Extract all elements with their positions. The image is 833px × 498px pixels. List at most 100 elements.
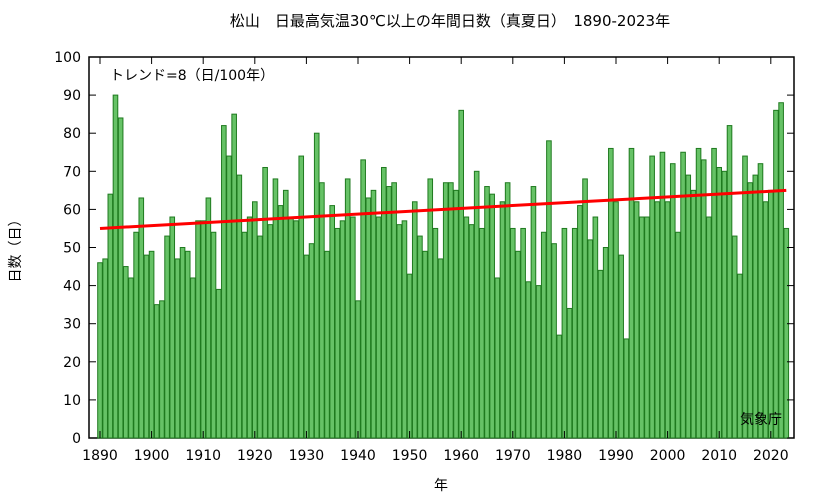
- bar-1961: [463, 216, 470, 439]
- bar-1976: [540, 231, 547, 439]
- bar-1990: [613, 201, 619, 439]
- bar-2019: [762, 201, 769, 439]
- bar-1951: [411, 201, 418, 439]
- bar-2011: [721, 170, 728, 439]
- bar-1920: [252, 201, 258, 439]
- bar-1913: [215, 288, 222, 439]
- bar-1925: [277, 205, 284, 439]
- x-tick-label: 1950: [392, 448, 428, 464]
- bar-1973: [525, 281, 532, 439]
- bar-1945: [381, 166, 387, 439]
- bar-1947: [391, 182, 397, 439]
- x-tick-label: 1930: [289, 448, 325, 464]
- bar-2008: [706, 216, 712, 439]
- bar-2003: [680, 151, 686, 439]
- bar-1895: [123, 266, 129, 439]
- bar-1928: [293, 220, 299, 439]
- bar-1901: [153, 304, 160, 439]
- y-tick-label: 60: [63, 202, 81, 218]
- bar-1993: [628, 147, 635, 439]
- bar-1907: [184, 250, 191, 439]
- bar-1997: [649, 155, 655, 439]
- x-tick-label: 1960: [443, 448, 479, 464]
- bar-2017: [752, 174, 759, 439]
- bar-1980: [561, 227, 568, 439]
- bar-2015: [742, 155, 748, 439]
- bar-1906: [179, 247, 186, 439]
- bar-1896: [128, 277, 134, 439]
- bar-1900: [148, 250, 155, 439]
- bar-1959: [453, 189, 459, 439]
- bar-1988: [602, 247, 609, 439]
- bar-1917: [236, 174, 243, 439]
- bar-1921: [257, 235, 263, 439]
- bar-1970: [510, 227, 516, 439]
- bar-2022: [778, 102, 784, 439]
- bar-1923: [267, 224, 274, 439]
- bar-1968: [499, 201, 506, 439]
- bar-2020: [768, 189, 774, 439]
- bar-1991: [618, 254, 624, 439]
- bar-1940: [355, 300, 361, 439]
- bar-1994: [633, 201, 640, 439]
- bar-1986: [592, 216, 599, 439]
- y-tick-label: 100: [54, 50, 81, 66]
- bar-2007: [700, 159, 707, 439]
- bar-1941: [360, 159, 366, 439]
- x-axis-title: 年: [434, 478, 448, 494]
- bar-2023: [783, 227, 790, 439]
- y-tick-label: 50: [63, 241, 81, 257]
- bar-1969: [504, 182, 511, 439]
- source-label: 気象庁: [740, 412, 782, 428]
- x-tick-label: 2000: [650, 448, 686, 464]
- bar-1954: [427, 178, 434, 439]
- bar-1975: [535, 285, 542, 439]
- bar-1916: [231, 113, 237, 439]
- bar-1985: [587, 239, 594, 439]
- bar-1912: [210, 231, 217, 439]
- bar-1892: [107, 193, 114, 439]
- bar-1933: [319, 182, 325, 439]
- bar-1967: [494, 277, 501, 439]
- bar-1966: [489, 193, 495, 439]
- bar-2014: [737, 273, 743, 439]
- bar-2001: [669, 163, 676, 439]
- y-tick-label: 80: [63, 126, 81, 142]
- bar-1893: [112, 94, 119, 439]
- bar-1979: [556, 334, 563, 439]
- x-axis: 1890 1900 1910 1920 1930 1940 1950 1960 1970 1980…: [82, 57, 789, 464]
- bar-1958: [448, 182, 454, 439]
- y-tick-label: 40: [63, 279, 81, 295]
- bar-1984: [582, 178, 588, 439]
- bar-1934: [324, 250, 330, 439]
- bar-1955: [432, 227, 439, 439]
- bar-1981: [566, 307, 573, 439]
- bar-1950: [406, 273, 413, 439]
- bar-1953: [422, 250, 428, 439]
- bar-1924: [272, 178, 279, 439]
- bar-2005: [690, 189, 697, 439]
- bar-2016: [747, 182, 753, 439]
- y-tick-label: 90: [63, 88, 81, 104]
- bar-1891: [102, 258, 108, 439]
- bar-1898: [138, 197, 145, 439]
- bar-1918: [241, 231, 248, 439]
- bar-1962: [468, 224, 475, 439]
- bar-1932: [313, 132, 320, 439]
- bar-2009: [711, 147, 717, 439]
- bar-1978: [551, 243, 557, 439]
- chart-title: 松山 日最高気温30℃以上の年間日数（真夏日） 1890-2023年: [230, 12, 670, 30]
- x-tick-label: 1940: [340, 448, 376, 464]
- bar-1903: [164, 235, 170, 439]
- trend-label: トレンド=8（日/100年）: [110, 68, 274, 84]
- bar-1935: [329, 205, 335, 439]
- bar-1942: [365, 197, 372, 439]
- bar-2002: [675, 231, 681, 439]
- bar-1946: [386, 186, 392, 439]
- bar-1909: [195, 220, 201, 439]
- bar-1899: [143, 254, 150, 439]
- bar-2021: [773, 109, 779, 439]
- bar-1974: [530, 186, 537, 439]
